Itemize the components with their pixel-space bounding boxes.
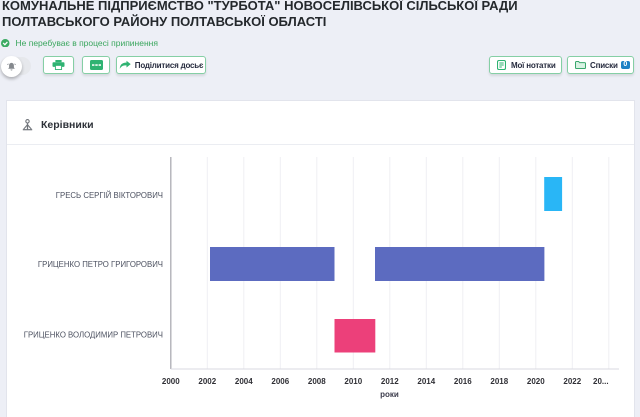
svg-text:ГРИЦЕНКО ВОЛОДИМИР ПЕТРОВИЧ: ГРИЦЕНКО ВОЛОДИМИР ПЕТРОВИЧ (24, 331, 163, 340)
svg-text:2012: 2012 (381, 377, 399, 386)
svg-text:2000: 2000 (162, 377, 180, 386)
svg-text:2004: 2004 (235, 377, 253, 386)
svg-text:2020: 2020 (527, 377, 545, 386)
svg-text:2002: 2002 (198, 377, 216, 386)
svg-text:ГРЕСЬ СЕРГІЙ ВІКТОРОВИЧ: ГРЕСЬ СЕРГІЙ ВІКТОРОВИЧ (56, 191, 163, 200)
svg-text:2018: 2018 (490, 377, 508, 386)
svg-text:роки: роки (380, 390, 399, 399)
svg-text:20...: 20... (593, 377, 609, 386)
svg-text:2014: 2014 (417, 377, 435, 386)
svg-text:2022: 2022 (563, 377, 581, 386)
svg-text:ГРИЦЕНКО ПЕТРО ГРИГОРОВИЧ: ГРИЦЕНКО ПЕТРО ГРИГОРОВИЧ (38, 260, 163, 269)
svg-text:2010: 2010 (344, 377, 362, 386)
svg-text:2016: 2016 (454, 377, 472, 386)
svg-text:2008: 2008 (308, 377, 326, 386)
svg-text:2006: 2006 (271, 377, 289, 386)
